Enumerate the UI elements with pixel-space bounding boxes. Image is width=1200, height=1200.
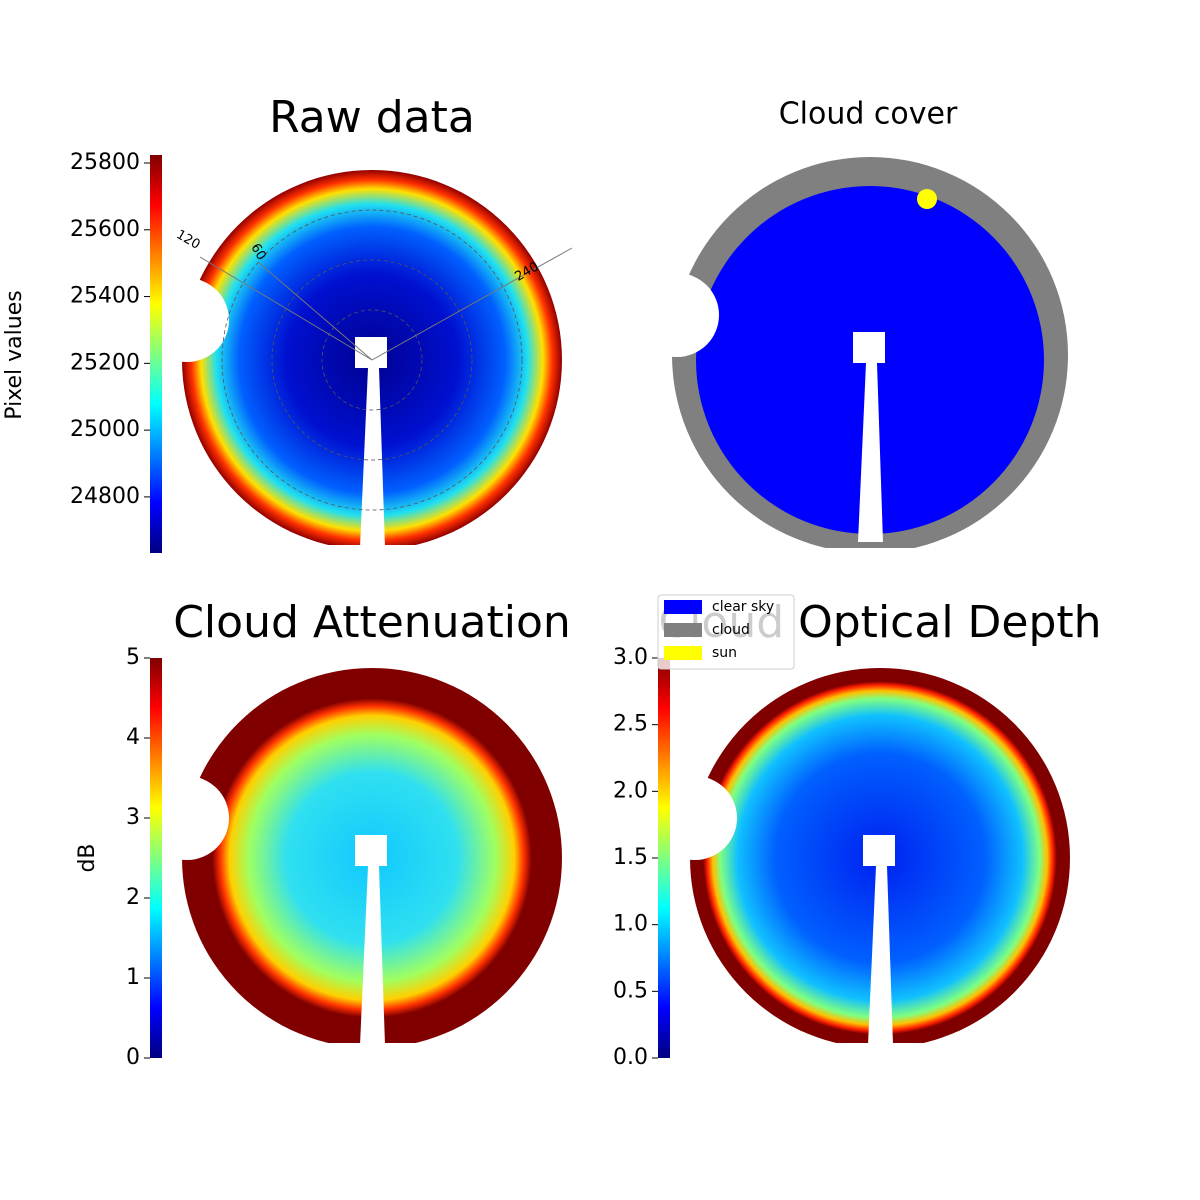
- colorbar-tick-label: 1.5: [613, 845, 648, 870]
- colorbar-tick-label: 0: [126, 1045, 140, 1070]
- legend-label: sun: [712, 645, 737, 661]
- colorbar-tick-label: 1.0: [613, 912, 648, 937]
- colorbar-tick-label: 25400: [70, 284, 140, 309]
- colorbar-tick-label: 24800: [70, 484, 140, 509]
- colorbar: [150, 155, 162, 553]
- image-cutoff: [177, 545, 567, 565]
- camera-arm: [853, 332, 885, 542]
- polar-grid: [271, 259, 473, 461]
- horizon-cutout: [653, 776, 737, 860]
- colorbar: [150, 658, 162, 1058]
- polar-spoke: [257, 261, 373, 361]
- colorbar-tick-label: 5: [126, 645, 140, 670]
- colorbar-tick-label: 25000: [70, 417, 140, 442]
- legend-label: cloud: [712, 622, 750, 638]
- colorbar-tick-label: 4: [126, 725, 140, 750]
- colorbar-tick-label: 1: [126, 965, 140, 990]
- colorbar-tick-label: 25600: [70, 217, 140, 242]
- polar-label: 60: [247, 241, 268, 263]
- colorbar-tick-label: 3: [126, 805, 140, 830]
- horizon-cutout: [635, 273, 719, 357]
- camera-arm: [355, 337, 387, 547]
- image-cutoff: [685, 1043, 1075, 1063]
- legend-label: clear sky: [712, 599, 774, 615]
- colorbar-tick-label: 2.0: [613, 778, 648, 803]
- legend-swatch: [664, 646, 702, 660]
- sun: [917, 189, 937, 209]
- colorbar-tick-label: 2: [126, 885, 140, 910]
- polar-grid: [221, 209, 523, 511]
- colorbar-tick-label: 2.5: [613, 712, 648, 737]
- colorbar-label: dB: [75, 843, 100, 872]
- polar-spoke: [199, 256, 373, 361]
- colorbar-label: Pixel values: [2, 290, 27, 419]
- polar-spoke: [371, 247, 573, 361]
- polar-label: 120: [173, 227, 202, 252]
- image-cutoff: [667, 548, 1073, 568]
- legend-swatch: [664, 600, 702, 614]
- colorbar: [658, 658, 670, 1058]
- colorbar-tick-label: 0.0: [613, 1045, 648, 1070]
- panel-title: Cloud cover: [779, 97, 958, 132]
- camera-arm: [355, 835, 387, 1045]
- colorbar-tick-label: 0.5: [613, 978, 648, 1003]
- horizon-cutout: [145, 278, 229, 362]
- colorbar-tick-label: 3.0: [613, 645, 648, 670]
- image-cutoff: [177, 1043, 567, 1063]
- camera-arm: [863, 835, 895, 1045]
- panel-title: Raw data: [269, 92, 475, 143]
- colorbar-tick-label: 25800: [70, 150, 140, 175]
- colorbar-tick-label: 25200: [70, 350, 140, 375]
- legend: clear sky cloud sun: [657, 594, 795, 670]
- horizon-cutout: [145, 776, 229, 860]
- panel-title: Cloud Attenuation: [173, 597, 571, 648]
- legend-swatch: [664, 623, 702, 637]
- polar-grid: [321, 309, 423, 411]
